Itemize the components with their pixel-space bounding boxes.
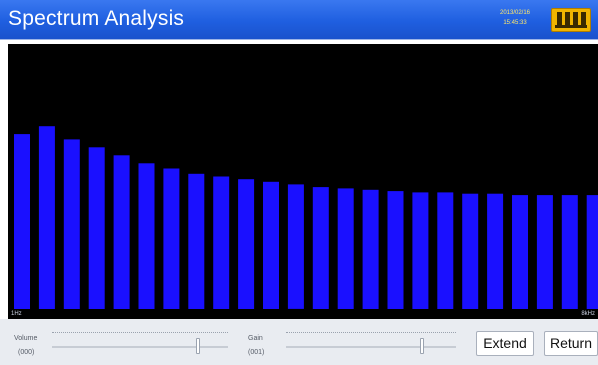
spectrum-bar (337, 188, 354, 309)
control-bar: Volume (000) Gain (001) Extend Return (0, 319, 598, 365)
volume-slider-ticks (52, 332, 228, 333)
date-text: 2013/02/16 (499, 10, 531, 16)
spectrum-bar (63, 139, 80, 309)
extend-button[interactable]: Extend (476, 331, 534, 356)
spectrum-bar (263, 181, 279, 309)
spectrum-bar (287, 184, 304, 309)
spectrum-bar (362, 189, 379, 309)
volume-label: Volume (14, 335, 38, 342)
spectrum-bar (412, 192, 429, 309)
spectrum-bar (138, 163, 155, 309)
gain-value: (001) (248, 349, 265, 356)
spectrum-bar (113, 155, 130, 309)
spectrum-bar (437, 192, 454, 309)
spectrum-bar (462, 193, 479, 309)
time-text: 15:45:33 (503, 20, 527, 26)
keyboard-icon[interactable] (551, 8, 591, 32)
spectrum-bar (14, 134, 30, 309)
axis-label-max: 8kHz (581, 311, 595, 317)
title-bar: Spectrum Analysis 2013/02/16 15:45:33 (0, 0, 598, 40)
spectrum-bar (312, 187, 329, 309)
spectrum-bar (512, 195, 528, 309)
app-title: Spectrum Analysis (8, 7, 185, 30)
spectrum-bar (586, 195, 598, 309)
spectrum-bar (38, 126, 55, 309)
spectrum-bar (163, 168, 180, 309)
datetime-display: 2013/02/16 15:45:33 (493, 8, 537, 28)
spectrum-bar (536, 195, 553, 309)
volume-slider-thumb[interactable] (196, 338, 201, 354)
spectrum-bar (88, 147, 105, 309)
axis-label-min: 1Hz (11, 311, 22, 317)
spectrum-bar (238, 179, 255, 309)
spectrum-bar (213, 176, 230, 309)
spectrum-bar (487, 193, 504, 309)
volume-slider[interactable] (52, 346, 228, 348)
spectrum-bar (188, 173, 205, 309)
spectrum-bars (14, 126, 598, 309)
gain-slider-thumb[interactable] (420, 338, 424, 354)
gain-slider-ticks (286, 332, 456, 333)
gain-label: Gain (248, 335, 263, 342)
return-button[interactable]: Return (544, 331, 598, 356)
spectrum-bar (387, 191, 404, 309)
volume-value: (000) (18, 349, 35, 356)
gain-slider[interactable] (286, 346, 456, 348)
spectrum-display: 1Hz 8kHz (8, 44, 598, 319)
spectrum-bar (561, 195, 578, 309)
